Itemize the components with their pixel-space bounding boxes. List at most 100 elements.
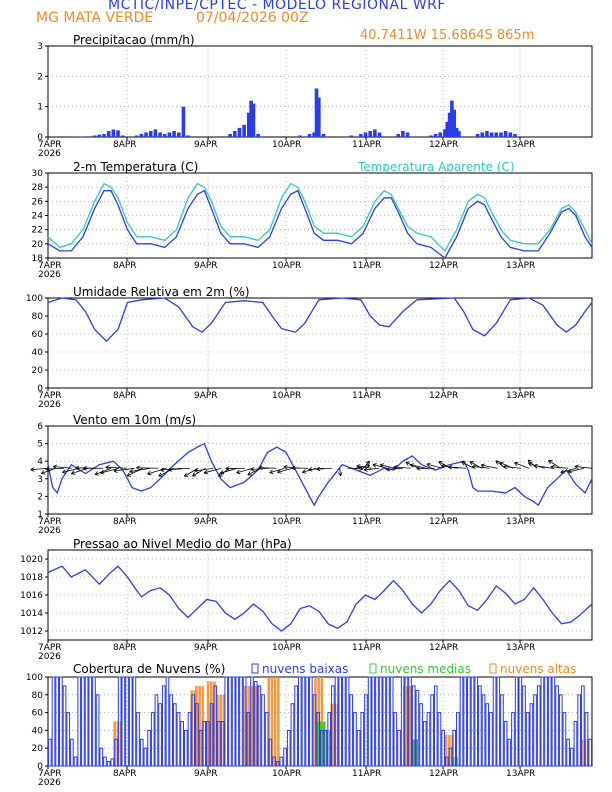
xtick-label-0-6: 13APR xyxy=(506,140,535,150)
xtick-label-2-0: 7APR xyxy=(38,391,62,401)
year-label-0: 2026 xyxy=(38,149,61,159)
low-cloud-bar-20 xyxy=(121,676,126,767)
low-cloud-bar-64 xyxy=(283,747,287,767)
wind-barb-65 xyxy=(548,460,561,469)
wind-barb-head-57 xyxy=(480,463,485,468)
low-cloud-bar-82 xyxy=(349,694,354,767)
xtick-label-5-3: 10APR xyxy=(272,769,301,779)
ytick-label-2-0: 0 xyxy=(37,384,43,394)
wind-barb-57 xyxy=(480,464,498,469)
low-cloud-bar-113 xyxy=(463,676,468,767)
xtick-label-2-1: 8APR xyxy=(113,391,137,401)
series-line-2-0 xyxy=(47,297,593,343)
low-cloud-bar-111 xyxy=(456,712,460,767)
wind-barb-head-67 xyxy=(560,469,565,474)
ytick-label-4-3: 1018 xyxy=(20,573,43,583)
low-cloud-bar-104 xyxy=(430,694,434,767)
xtick-label-3-0: 7APR xyxy=(38,517,62,527)
low-cloud-bar-13 xyxy=(95,694,100,767)
precip-bar-18 xyxy=(176,132,181,137)
low-cloud-bar-101 xyxy=(419,703,423,767)
xtick-label-1-0: 7APR xyxy=(38,261,62,271)
wind-barb-22 xyxy=(203,467,222,474)
ytick-label-5-5: 100 xyxy=(26,673,43,683)
low-cloud-bar-123 xyxy=(500,694,504,767)
ytick-label-1-1: 20 xyxy=(32,240,44,250)
xtick-label-1-1: 8APR xyxy=(113,261,137,271)
xtick-label-3-4: 11APR xyxy=(352,517,381,527)
wind-barb-56 xyxy=(472,466,490,469)
wind-barb-head-31 xyxy=(277,469,282,474)
xtick-label-2-5: 12APR xyxy=(429,391,458,401)
wind-barb-30 xyxy=(269,467,285,474)
wind-barb-head-23 xyxy=(218,472,223,477)
precip-bar-42 xyxy=(401,130,405,137)
low-cloud-bar-98 xyxy=(408,676,412,767)
low-cloud-bar-146 xyxy=(584,712,589,767)
precip-bar-5 xyxy=(106,130,111,137)
wind-barb-head-42 xyxy=(363,467,368,472)
precip-bar-57 xyxy=(489,132,494,137)
low-cloud-bar-53 xyxy=(242,676,247,767)
year-label-5: 2026 xyxy=(38,778,61,788)
precip-bar-25 xyxy=(246,112,251,137)
low-cloud-bar-59 xyxy=(264,712,269,767)
xtick-label-3-3: 10APR xyxy=(272,517,301,527)
low-cloud-bar-105 xyxy=(433,685,438,767)
low-cloud-bar-92 xyxy=(386,676,390,767)
wind-barb-27 xyxy=(247,467,262,476)
ytick-label-1-6: 30 xyxy=(32,169,44,179)
mid-cloud-bar-0-316 xyxy=(316,721,320,766)
mid-cloud-bar-2-415 xyxy=(415,739,419,766)
panel-title-4: Pressao ao Nivel Medio do Mar (hPa) xyxy=(73,537,292,551)
precip-bar-39 xyxy=(373,129,377,137)
precip-bar-2 xyxy=(92,135,97,137)
xtick-label-2-2: 9APR xyxy=(194,391,218,401)
low-cloud-bar-35 xyxy=(176,712,181,767)
low-cloud-bar-72 xyxy=(312,694,317,767)
year-label-2: 2026 xyxy=(38,400,61,410)
low-cloud-bar-19 xyxy=(117,676,122,767)
low-cloud-bar-57 xyxy=(257,685,262,767)
wind-barb-41 xyxy=(356,465,372,469)
wind-barb-head-10 xyxy=(105,465,110,470)
low-cloud-bar-69 xyxy=(301,676,306,767)
wind-barb-43 xyxy=(372,464,388,469)
low-cloud-bar-115 xyxy=(470,676,475,767)
precip-bar-61 xyxy=(508,132,513,137)
wind-barb-head-60 xyxy=(503,464,508,470)
low-cloud-bar-110 xyxy=(452,729,456,767)
low-cloud-bar-76 xyxy=(327,712,332,767)
header-coords: 40.7411W 15.6864S 865m xyxy=(360,28,535,43)
low-cloud-bar-86 xyxy=(364,694,368,767)
wind-barb-head-21 xyxy=(194,468,199,473)
panel-title-1: 2-m Temperatura (C) xyxy=(73,160,198,174)
precip-bar-50 xyxy=(450,100,454,137)
precip-bar-43 xyxy=(405,132,410,137)
low-cloud-bar-25 xyxy=(139,738,144,767)
cloud-legend-label-1: nuvens medias xyxy=(380,662,471,676)
xtick-label-1-5: 12APR xyxy=(429,261,458,271)
wind-barb-61 xyxy=(514,462,530,469)
wind-barb-head-22 xyxy=(203,469,209,475)
wind-barb-24 xyxy=(220,467,238,474)
wind-barb-42 xyxy=(363,467,380,471)
wind-barb-head-50 xyxy=(426,462,431,468)
xtick-label-0-1: 8APR xyxy=(113,140,137,150)
precip-bar-30 xyxy=(307,133,312,137)
ytick-label-5-2: 40 xyxy=(32,726,44,736)
wind-barb-head-27 xyxy=(247,471,252,476)
ytick-label-3-1: 2 xyxy=(37,492,43,502)
wind-barb-46 xyxy=(393,466,411,469)
xtick-label-4-0: 7APR xyxy=(38,643,62,653)
precip-bar-53 xyxy=(457,130,461,137)
low-cloud-bar-40 xyxy=(195,703,199,767)
low-cloud-bar-88 xyxy=(371,676,376,767)
precip-bar-4 xyxy=(102,133,106,137)
wind-barb-36 xyxy=(316,467,332,470)
precip-bar-49 xyxy=(447,112,452,137)
low-cloud-bar-56 xyxy=(253,680,258,767)
wind-barb-28 xyxy=(250,467,269,470)
xtick-label-2-3: 10APR xyxy=(272,391,301,401)
